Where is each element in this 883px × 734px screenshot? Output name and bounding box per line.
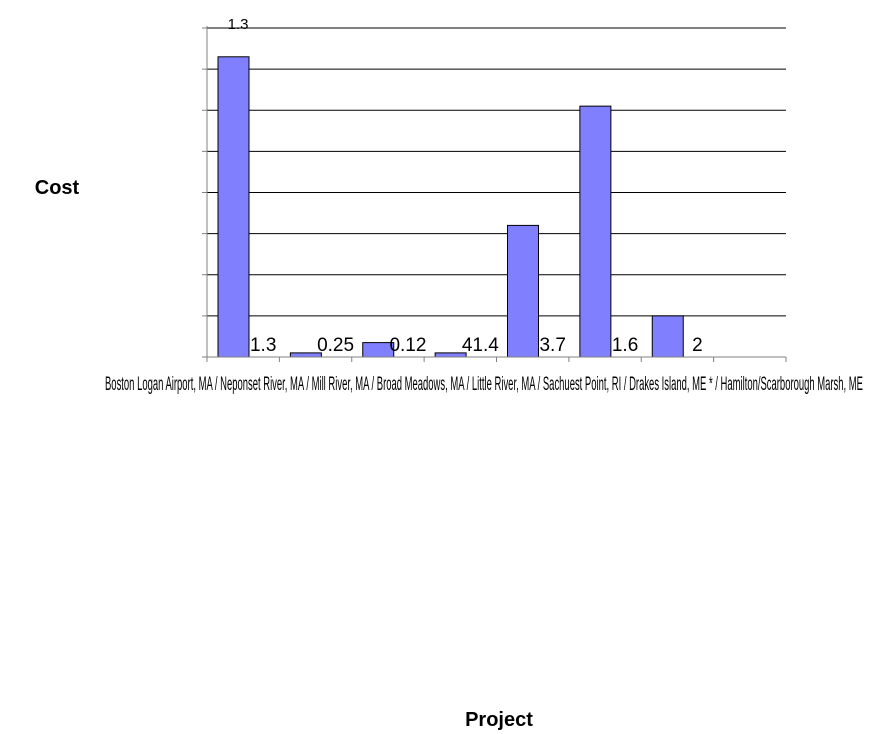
data-label: 3.7 — [539, 335, 565, 356]
bar — [651, 315, 684, 358]
bars — [217, 56, 684, 358]
data-label: 2 — [692, 335, 703, 356]
data-label: 1.3 — [250, 335, 276, 356]
axes — [202, 26, 787, 362]
data-label: 1.6 — [612, 335, 638, 356]
y-top-tick-label: 1.3 — [228, 16, 249, 33]
gridlines — [207, 27, 786, 317]
data-label: 0.25 — [317, 335, 354, 356]
data-labels: 1.3 0.25 0.12 41.4 3.7 1.6 2 — [250, 335, 703, 356]
bar — [579, 105, 612, 358]
data-label: 41.4 — [462, 335, 499, 356]
x-category-labels: Boston Logan Airport, MA / Neponset Rive… — [105, 374, 863, 395]
bar — [507, 224, 539, 358]
data-label: 0.12 — [389, 335, 426, 356]
y-axis-title: Cost — [35, 177, 80, 199]
bar — [217, 56, 250, 358]
x-axis-title: Project — [465, 709, 533, 731]
